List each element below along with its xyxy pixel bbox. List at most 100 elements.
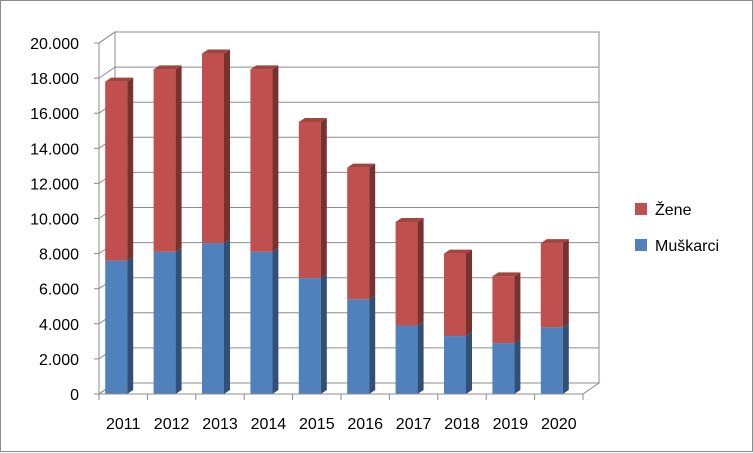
bar-segment <box>250 65 279 252</box>
x-axis-ticks: 2011 2012 2013 2014 2015 2016 2017 2018 2019 2020 <box>98 393 584 433</box>
y-tick-label: 14.000 <box>30 141 79 158</box>
bar-side <box>562 323 569 394</box>
bar-front <box>153 69 176 252</box>
bar-segment <box>153 247 182 394</box>
bar-side <box>417 321 424 394</box>
bar-side <box>175 247 182 394</box>
x-tick-label: 2013 <box>202 416 238 433</box>
bar-front <box>105 81 128 261</box>
bar-side <box>224 239 230 394</box>
bar-top <box>105 77 134 82</box>
bar-segment <box>202 49 230 244</box>
y-tick-label: 6.000 <box>39 282 79 299</box>
y-tick-label: 10.000 <box>30 212 79 229</box>
bar-segment <box>153 65 182 252</box>
y-tick-label: 12.000 <box>30 176 79 193</box>
legend: Žene Muškarci <box>635 200 719 255</box>
y-tick-label: 4.000 <box>39 317 79 334</box>
bar-side <box>127 256 134 394</box>
bar-front <box>395 325 418 394</box>
bar-front <box>347 299 370 394</box>
bar-segment <box>395 321 424 394</box>
bar-front <box>153 251 176 394</box>
bar-front <box>105 260 128 394</box>
x-tick-label: 2017 <box>396 416 432 433</box>
bar-segment <box>298 274 327 394</box>
y-tick-label: 8.000 <box>39 247 79 264</box>
y-tick-label: 18.000 <box>30 71 79 88</box>
gridline <box>98 31 599 44</box>
y-tick-label: 0 <box>70 387 79 404</box>
x-tick-label: 2016 <box>347 416 383 433</box>
y-tick-label: 20.000 <box>30 36 79 53</box>
bar-segment <box>540 323 569 394</box>
bar-front <box>395 222 418 326</box>
bar-side <box>175 65 182 252</box>
bar-segment <box>444 249 472 337</box>
bar-segment <box>492 339 521 394</box>
bar-top <box>298 117 327 122</box>
bar-front <box>202 53 224 244</box>
bar-side <box>224 49 230 244</box>
bar-segment <box>444 332 472 394</box>
bar-segment <box>540 239 569 328</box>
legend-label: Žene <box>655 200 692 219</box>
bar-side <box>127 77 134 261</box>
legend-label: Muškarci <box>655 238 719 255</box>
bar-front <box>298 278 321 394</box>
x-tick-label: 2014 <box>251 416 287 433</box>
bar-top <box>444 249 472 254</box>
x-tick-label: 2015 <box>299 416 335 433</box>
bar-front <box>444 253 466 337</box>
bar-segment <box>250 247 279 394</box>
bar-side <box>562 239 569 328</box>
bar-front <box>540 327 563 394</box>
x-tick-label: 2018 <box>444 416 480 433</box>
bar-top <box>347 163 376 168</box>
y-axis-ticks: 0 2.000 4.000 6.000 8.000 10.000 12.000 14.000 1… <box>30 36 99 404</box>
bar-front <box>250 69 273 252</box>
bar-top <box>153 65 182 70</box>
bar-segment <box>347 163 376 300</box>
bar-top <box>492 272 521 277</box>
x-tick-label: 2020 <box>541 416 577 433</box>
x-tick-label: 2011 <box>106 416 141 433</box>
bar-front <box>298 121 321 279</box>
y-tick-label: 16.000 <box>30 106 79 123</box>
bar-side <box>369 163 376 300</box>
bar-segment <box>347 295 376 394</box>
bar-front <box>250 251 273 394</box>
bar-segment <box>298 117 327 279</box>
bar-side <box>466 249 472 337</box>
gridline <box>98 66 599 79</box>
bar-side <box>417 218 424 326</box>
bar-front <box>202 243 224 394</box>
bar-front <box>492 343 515 394</box>
bar-side <box>514 272 521 344</box>
bar-side <box>320 117 327 279</box>
bar-side <box>369 295 376 394</box>
bar-top <box>540 239 569 244</box>
legend-swatch <box>635 239 647 251</box>
bar-segment <box>105 256 134 394</box>
bar-side <box>272 247 279 394</box>
bar-front <box>347 167 370 300</box>
x-tick-label: 2012 <box>154 416 190 433</box>
bar-front <box>444 336 466 394</box>
bar-top <box>250 65 279 70</box>
x-tick-label: 2019 <box>493 416 529 433</box>
bar-top <box>202 49 230 54</box>
bar-segment <box>105 77 134 261</box>
bar-side <box>514 339 521 394</box>
legend-swatch <box>635 203 647 215</box>
bars <box>105 49 569 394</box>
bar-segment <box>202 239 230 394</box>
bar-side <box>466 332 472 394</box>
y-tick-label: 2.000 <box>39 352 79 369</box>
bar-side <box>320 274 327 394</box>
bar-segment <box>395 218 424 326</box>
bar-top <box>395 218 424 223</box>
bar-side <box>272 65 279 252</box>
